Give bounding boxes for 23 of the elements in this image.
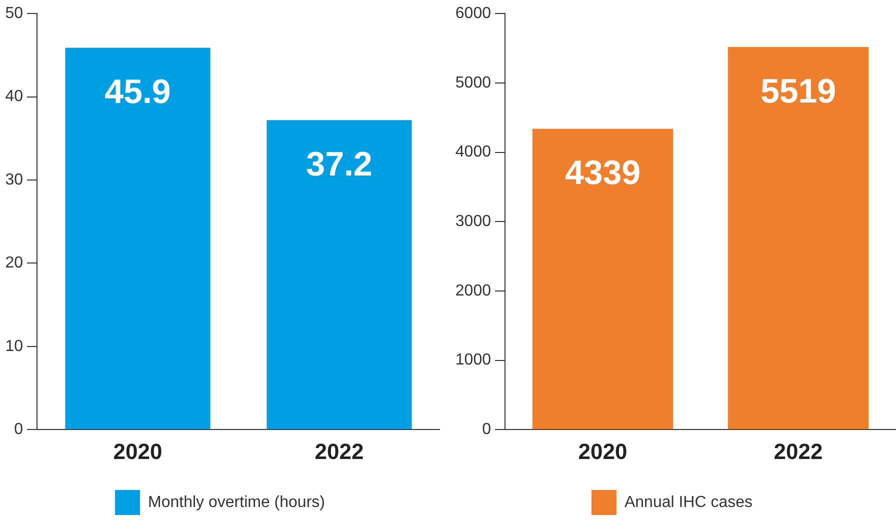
- x-tick-label: 2020: [113, 438, 162, 464]
- legend-label: Annual IHC cases: [624, 494, 753, 511]
- y-tick-label: 4000: [455, 144, 492, 161]
- y-tick-label: 20: [5, 254, 24, 272]
- y-tick-label: 6000: [455, 5, 492, 22]
- y-tick-label: 1000: [455, 352, 492, 369]
- y-tick-label: 3000: [455, 213, 492, 230]
- x-tick-label: 2020: [578, 438, 628, 464]
- data-label: 45.9: [104, 73, 171, 112]
- y-tick-label: 50: [5, 5, 24, 22]
- x-tick-label: 2022: [774, 438, 823, 464]
- data-label: 4339: [564, 154, 641, 192]
- y-tick-label: 10: [5, 338, 24, 355]
- y-tick-label: 5000: [455, 74, 492, 92]
- data-label: 5519: [760, 72, 836, 110]
- y-tick-label: 0: [482, 421, 492, 438]
- y-tick-label: 40: [5, 88, 24, 106]
- y-tick-label: 0: [14, 421, 24, 438]
- x-tick-label: 2022: [314, 438, 364, 464]
- legend-label: Monthly overtime (hours): [148, 494, 325, 511]
- y-tick-label: 2000: [455, 282, 492, 300]
- y-tick-label: 30: [5, 171, 24, 188]
- data-label: 37.2: [306, 145, 372, 184]
